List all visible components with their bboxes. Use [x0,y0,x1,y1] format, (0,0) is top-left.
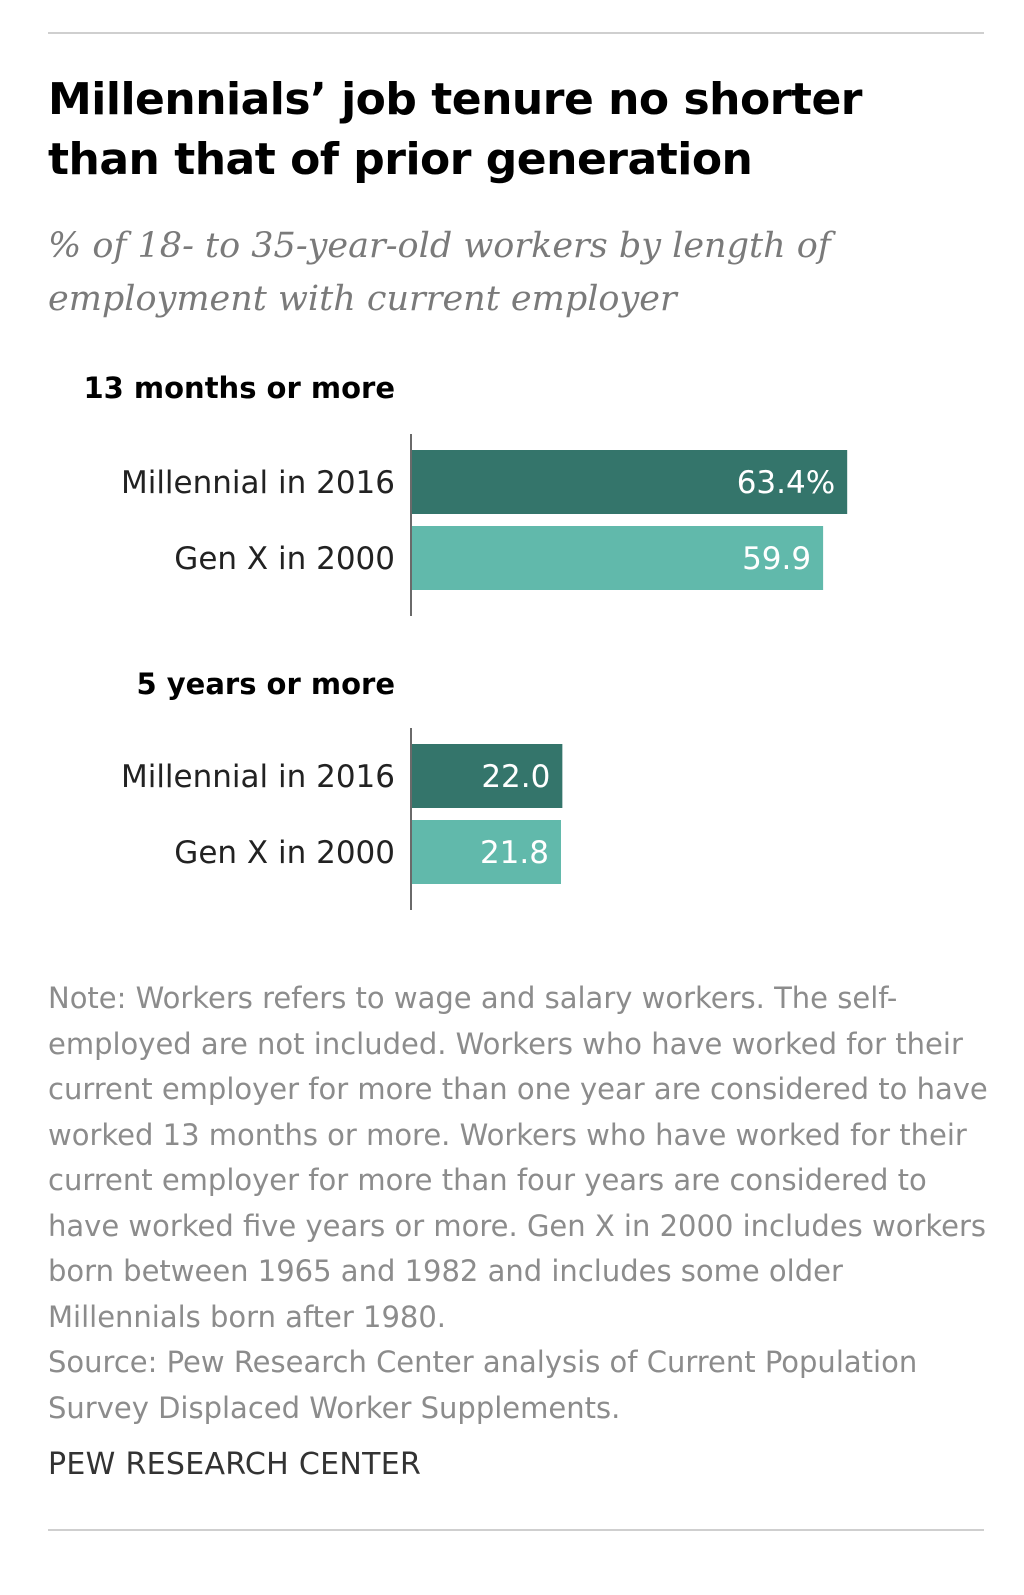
chart-source: Source: Pew Research Center analysis of … [48,1345,918,1425]
category-label: Gen X in 2000 [174,541,395,577]
group-label: 5 years or more [136,667,395,701]
group-label: 13 months or more [83,371,395,405]
category-label: Millennial in 2016 [121,465,395,501]
bar [411,820,561,884]
chart-subtitle: % of 18- to 35-year-old workers by lengt… [48,226,831,319]
data-label: 63.4% [737,465,835,501]
category-label: Gen X in 2000 [174,835,395,871]
data-label: 21.8 [480,835,549,871]
chart-note: Note: Workers refers to wage and salary … [48,981,988,1334]
top-rule [48,32,984,34]
chart-title: Millennials’ job tenure no shorter than … [48,74,863,185]
bottom-rule [48,1529,984,1531]
brand-logo-text: PEW RESEARCH CENTER [48,1447,422,1482]
bar [411,450,848,514]
notes-block: Note: Workers refers to wage and salary … [48,976,988,1431]
bar [411,526,824,590]
data-label: 22.0 [481,759,550,795]
bar [411,744,563,808]
category-label: Millennial in 2016 [121,759,395,795]
data-label: 59.9 [742,541,811,577]
